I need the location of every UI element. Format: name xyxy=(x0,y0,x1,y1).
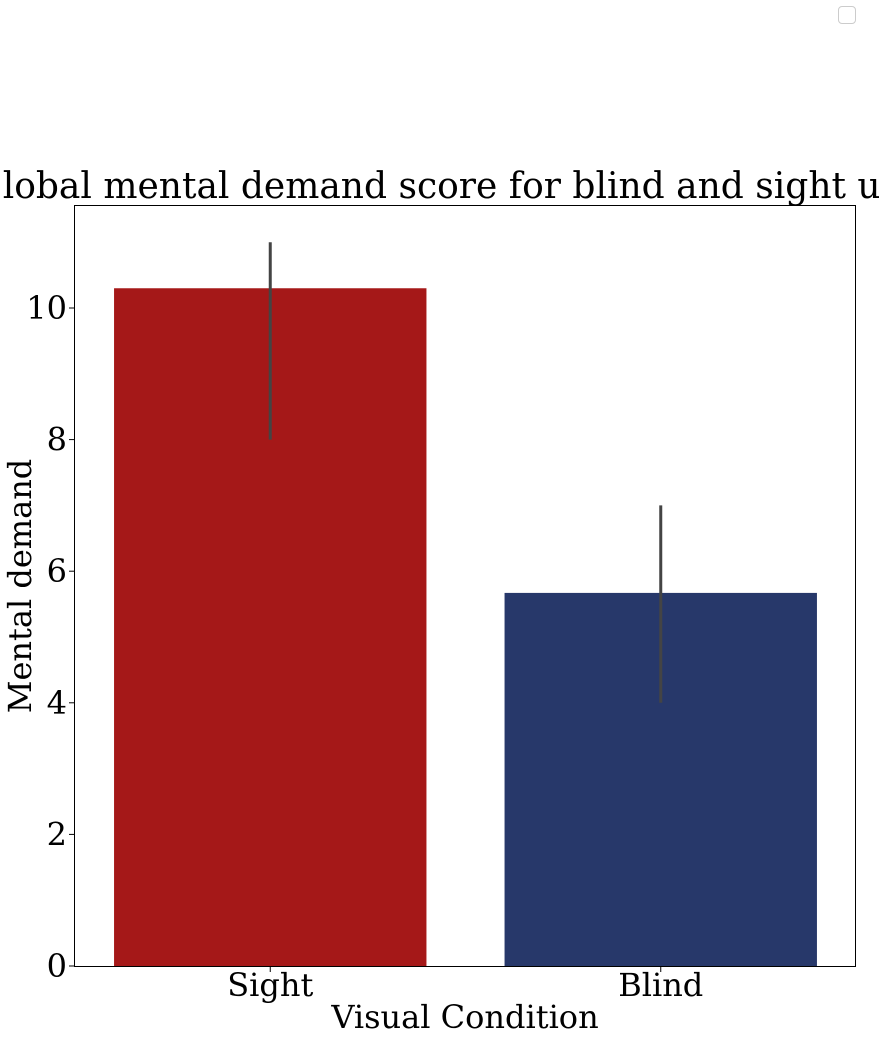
legend-box xyxy=(838,6,856,24)
x-tick-label: Sight xyxy=(227,966,313,1004)
y-tick-label: 8 xyxy=(47,421,67,459)
y-tick-label: 4 xyxy=(47,684,67,722)
chart-title: Global mental demand score for blind and… xyxy=(0,166,879,207)
x-tick-label: Blind xyxy=(618,966,703,1004)
y-axis-label: Mental demand xyxy=(1,459,39,714)
y-axis-ticks: 0 2 4 6 8 10 xyxy=(26,289,75,985)
x-axis-ticks: Sight Blind xyxy=(227,966,703,1004)
plot-frame xyxy=(74,205,856,967)
y-tick-label: 0 xyxy=(47,947,67,985)
error-bars-layer xyxy=(268,242,663,703)
bars-layer xyxy=(114,288,817,966)
x-axis-label: Visual Condition xyxy=(330,998,598,1036)
y-tick-label: 2 xyxy=(47,815,67,853)
y-tick-label: 6 xyxy=(47,552,67,590)
y-tick-label: 10 xyxy=(26,289,67,327)
